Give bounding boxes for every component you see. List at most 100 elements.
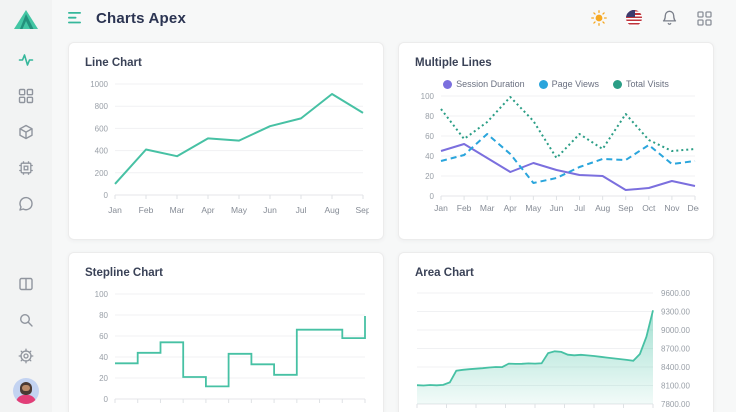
stepline-chart[interactable]: 0 20 40 60 80 100 (85, 287, 369, 412)
card-title: Stepline Chart (85, 267, 163, 279)
charts-grid: Line Chart 0 200 400 600 800 1000 Jan Feb Mar Apr… (52, 36, 736, 412)
chart-legend: Session Duration Page Views Total Visits (415, 77, 697, 91)
svg-text:600: 600 (95, 124, 109, 133)
svg-text:0: 0 (430, 192, 435, 201)
svg-text:Feb: Feb (139, 205, 154, 215)
card-title: Line Chart (85, 57, 142, 69)
svg-text:Apr: Apr (201, 205, 214, 215)
svg-text:40: 40 (99, 353, 108, 362)
svg-text:Jul: Jul (296, 205, 307, 215)
header: Charts Apex (52, 0, 736, 36)
svg-text:Jan: Jan (434, 203, 448, 213)
svg-text:8100.00: 8100.00 (661, 382, 690, 391)
sidebar-item-settings[interactable] (10, 340, 42, 372)
avatar-face (22, 385, 30, 391)
svg-text:60: 60 (99, 332, 108, 341)
legend-marker (538, 79, 548, 89)
svg-text:9300.00: 9300.00 (661, 308, 690, 317)
grid-icon (18, 88, 34, 104)
card-title: Area Chart (415, 267, 474, 279)
sidebar-item-chat[interactable] (10, 188, 42, 220)
svg-text:8400.00: 8400.00 (661, 363, 690, 372)
page-title: Charts Apex (96, 9, 187, 27)
legend-marker (613, 79, 623, 89)
stepline-chart-card: Stepline Chart 0 20 40 60 80 100 (68, 252, 384, 412)
svg-text:Aug: Aug (595, 203, 610, 213)
svg-text:Oct: Oct (642, 203, 656, 213)
apps-button[interactable] (694, 8, 714, 28)
search-icon (19, 313, 33, 327)
theme-toggle-button[interactable] (589, 8, 609, 28)
legend-item[interactable]: Total Visits (613, 79, 669, 89)
svg-text:Apr: Apr (504, 203, 517, 213)
sidebar-item-charts[interactable] (10, 44, 42, 76)
legend-label: Total Visits (626, 79, 669, 89)
svg-text:Aug: Aug (324, 205, 339, 215)
header-actions (589, 8, 714, 28)
svg-text:9600.00: 9600.00 (661, 289, 690, 298)
menu-icon (68, 12, 81, 24)
svg-text:Nov: Nov (664, 203, 680, 213)
svg-text:Sep: Sep (618, 203, 633, 213)
app-logo[interactable] (13, 8, 39, 36)
logo-triangle-icon (14, 10, 38, 29)
sidebar (0, 0, 52, 412)
card-title: Multiple Lines (415, 57, 492, 69)
chat-bubble-icon (19, 196, 33, 211)
svg-text:20: 20 (425, 172, 434, 181)
svg-text:Mar: Mar (170, 205, 185, 215)
language-button[interactable] (624, 8, 644, 28)
sidebar-item-dashboard[interactable] (10, 80, 42, 112)
svg-text:9000.00: 9000.00 (661, 326, 690, 335)
svg-text:Jul: Jul (574, 203, 585, 213)
box-icon (19, 124, 33, 140)
sidebar-item-components[interactable] (10, 116, 42, 148)
multiple-lines-card: Multiple Lines Session Duration Page View… (398, 42, 714, 240)
legend-marker (443, 79, 453, 89)
us-flag-icon (626, 10, 642, 26)
legend-item[interactable]: Page Views (538, 79, 600, 89)
bell-icon (662, 10, 676, 25)
svg-text:Sep: Sep (355, 205, 369, 215)
line-chart[interactable]: 0 200 400 600 800 1000 Jan Feb Mar Apr May Jun Jul Au… (85, 77, 369, 227)
svg-text:200: 200 (95, 169, 109, 178)
line-chart-card: Line Chart 0 200 400 600 800 1000 Jan Feb Mar Apr… (68, 42, 384, 240)
svg-text:80: 80 (99, 311, 108, 320)
svg-text:400: 400 (95, 147, 109, 156)
svg-text:60: 60 (425, 132, 434, 141)
notifications-button[interactable] (659, 8, 679, 28)
area-chart-card: Area Chart 7800.00 8100.00 8400.00 8700.00 9… (398, 252, 714, 412)
sun-icon (591, 10, 607, 26)
svg-text:1000: 1000 (90, 80, 108, 89)
area-chart[interactable]: 7800.00 8100.00 8400.00 8700.00 9000.00 9300.… (415, 287, 699, 412)
legend-item[interactable]: Session Duration (443, 79, 525, 89)
svg-text:0: 0 (104, 395, 109, 404)
legend-label: Page Views (551, 79, 600, 89)
svg-text:Jan: Jan (108, 205, 122, 215)
cpu-icon (19, 161, 33, 175)
svg-text:20: 20 (99, 374, 108, 383)
avatar-shirt (16, 395, 36, 404)
svg-text:Dec: Dec (687, 203, 699, 213)
svg-text:May: May (231, 205, 248, 215)
svg-text:100: 100 (421, 93, 435, 101)
apps-grid-icon (696, 10, 712, 26)
multiple-lines-chart[interactable]: 0 20 40 60 80 100 Jan Feb Mar Apr May Jun Jul Aug Sep O… (415, 93, 699, 228)
sidebar-item-layout[interactable] (10, 268, 42, 300)
svg-text:40: 40 (425, 152, 434, 161)
sidebar-item-search[interactable] (10, 304, 42, 336)
svg-text:Jun: Jun (263, 205, 277, 215)
gear-icon (18, 348, 34, 364)
svg-text:Feb: Feb (457, 203, 472, 213)
columns-layout-icon (19, 277, 33, 291)
svg-text:100: 100 (95, 290, 109, 299)
menu-toggle[interactable] (68, 12, 84, 24)
sidebar-item-extensions[interactable] (10, 152, 42, 184)
user-avatar[interactable] (13, 378, 39, 404)
svg-text:May: May (525, 203, 542, 213)
svg-text:7800.00: 7800.00 (661, 400, 690, 409)
svg-text:Jun: Jun (550, 203, 564, 213)
svg-text:Mar: Mar (480, 203, 495, 213)
activity-icon (18, 54, 34, 66)
svg-text:8700.00: 8700.00 (661, 345, 690, 354)
